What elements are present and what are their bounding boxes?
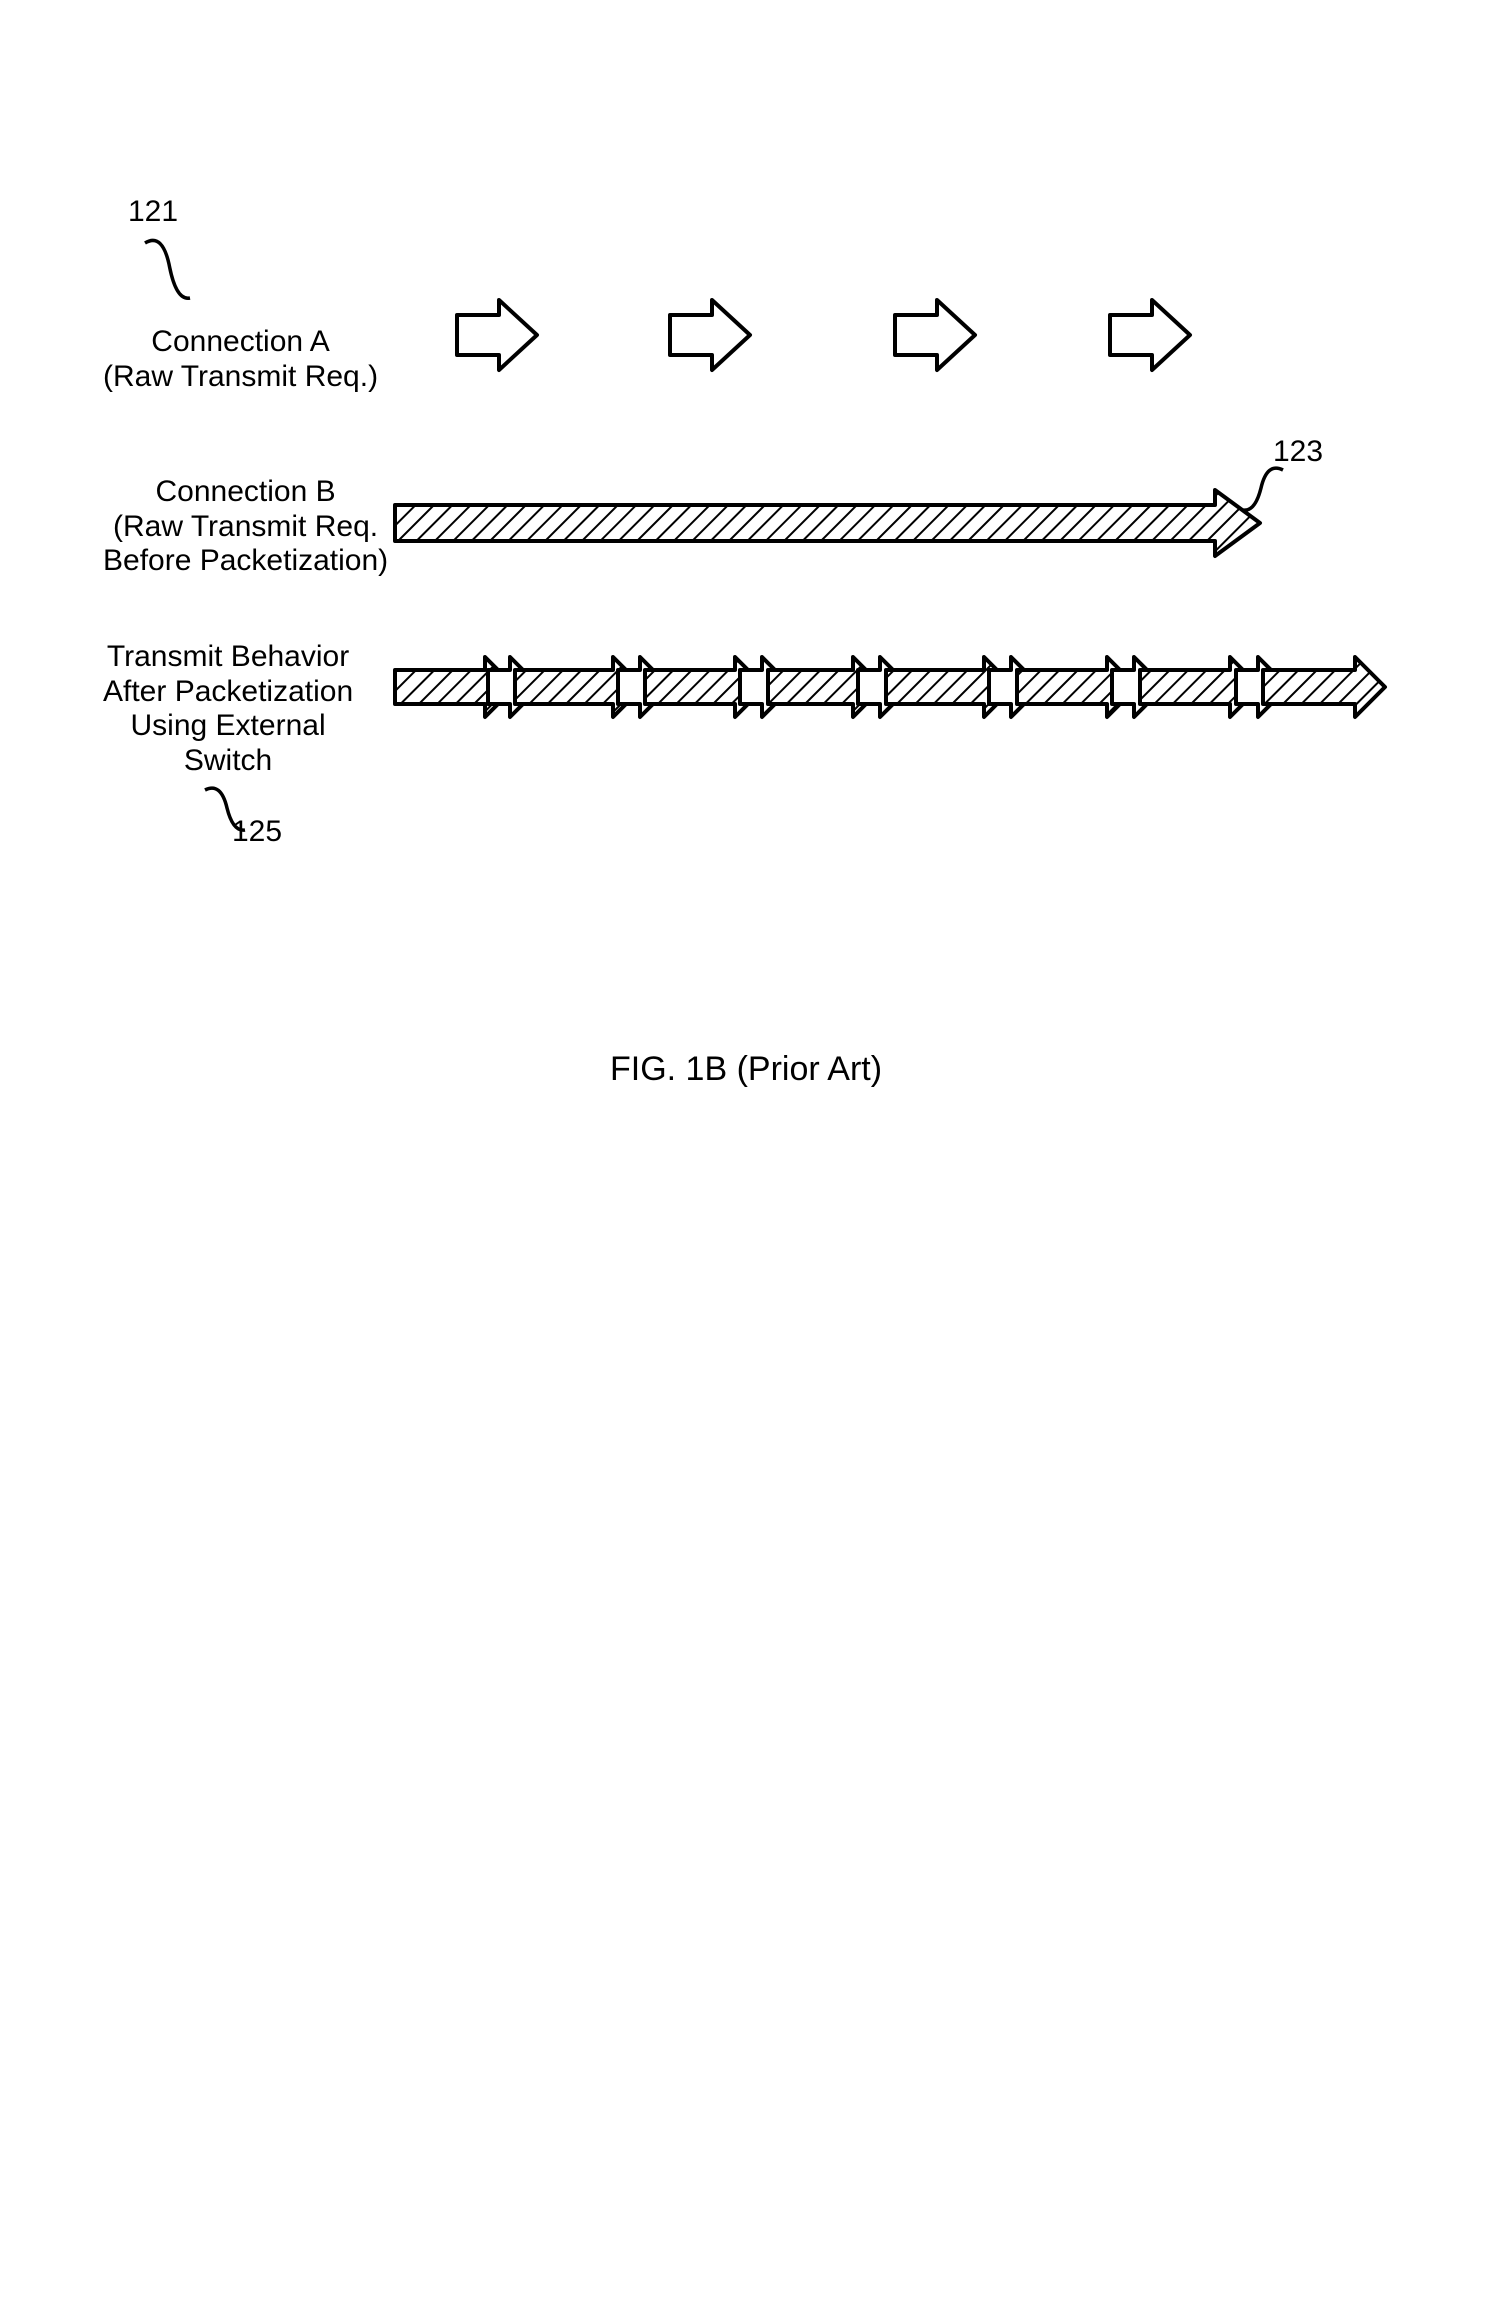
row-a-arrow-0 [457,300,537,370]
figure-caption: FIG. 1B (Prior Art) [610,1050,882,1089]
row-b-label: Connection B (Raw Transmit Req. Before P… [103,475,388,579]
ref-123: 123 [1273,435,1323,469]
row-a-arrow-3 [1110,300,1190,370]
row-a-label: Connection A (Raw Transmit Req.) [103,325,378,394]
row-a-arrow-1 [670,300,750,370]
figure-canvas: Connection A (Raw Transmit Req.) Connect… [0,0,1511,2323]
row-c-label: Transmit Behavior After Packetization Us… [103,640,353,778]
hook-121 [145,240,190,298]
row-a-arrow-2 [895,300,975,370]
hook-123 [1243,468,1283,510]
ref-125: 125 [232,815,282,849]
row-c-seg-14 [1263,657,1385,717]
ref-121: 121 [128,195,178,229]
row-b-arrow-0 [395,490,1260,556]
